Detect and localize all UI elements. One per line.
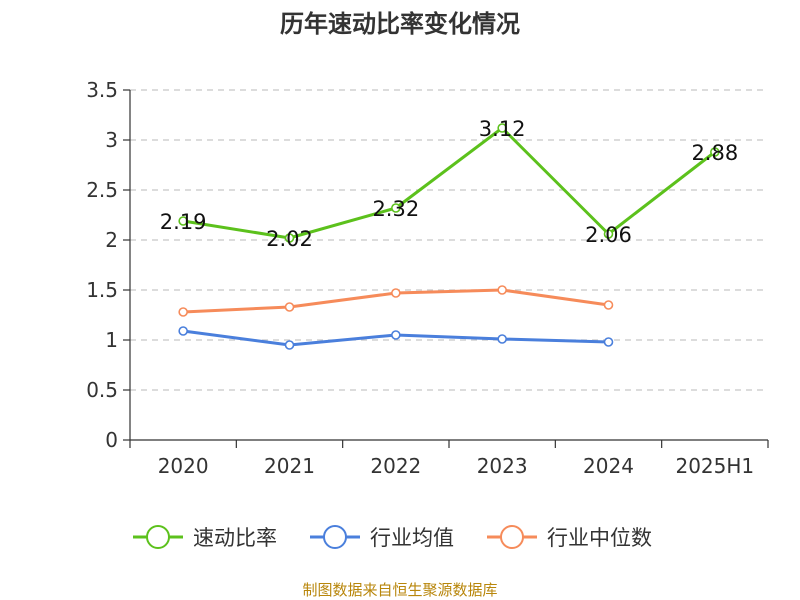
data-point	[391, 288, 401, 298]
x-tick-label: 2021	[264, 454, 315, 478]
data-point	[497, 334, 507, 344]
data-label: 2.19	[160, 210, 207, 234]
chart-title: 历年速动比率变化情况	[280, 10, 520, 38]
legend-label: 速动比率	[193, 526, 277, 550]
legend: 速动比率 行业均值 行业中位数	[133, 525, 652, 550]
y-tick-label: 1	[105, 328, 118, 352]
series-line-0	[182, 126, 716, 240]
source-note: 制图数据来自恒生聚源数据库	[302, 581, 497, 599]
y-tick-label: 0.5	[86, 378, 118, 402]
data-point	[284, 340, 295, 350]
x-tick-label: 2024	[583, 454, 634, 478]
legend-label: 行业均值	[370, 526, 454, 550]
data-point	[391, 330, 401, 340]
data-point	[603, 300, 614, 310]
data-point	[710, 147, 720, 157]
legend-marker	[323, 525, 347, 549]
y-tick-label: 3.5	[86, 78, 118, 102]
data-point	[284, 233, 295, 243]
data-point	[178, 326, 188, 336]
data-label: 2.02	[266, 227, 313, 251]
data-label: 3.12	[479, 117, 526, 141]
data-point	[284, 302, 295, 312]
x-tick-label: 2025H1	[675, 454, 754, 478]
data-point	[178, 216, 188, 226]
y-tick-label: 3	[105, 128, 118, 152]
data-label: 2.06	[585, 223, 632, 247]
data-point	[178, 307, 188, 317]
axes: 0 0.5 1 1.5 2 2.5 3 3.5 2020 2021 2022 2023 2024 2025…	[86, 78, 769, 478]
grid-lines	[130, 89, 768, 391]
data-label: 2.88	[691, 141, 738, 165]
data-label: 2.32	[372, 197, 419, 221]
legend-label: 行业中位数	[547, 526, 652, 550]
y-tick-label: 0	[105, 428, 118, 452]
y-tick-label: 2	[105, 228, 118, 252]
data-point	[603, 229, 614, 239]
data-point	[603, 337, 614, 347]
y-tick-label: 1.5	[86, 278, 118, 302]
series-group: 2.19 2.02 2.32 3.12 2.06 2.88	[160, 117, 738, 350]
legend-marker	[146, 525, 170, 549]
y-tick-label: 2.5	[86, 178, 118, 202]
data-point	[497, 123, 507, 133]
data-point	[391, 203, 401, 213]
x-tick-label: 2020	[158, 454, 209, 478]
legend-marker	[500, 525, 524, 549]
data-point	[497, 285, 507, 295]
x-tick-label: 2023	[477, 454, 528, 478]
x-tick-label: 2022	[370, 454, 421, 478]
